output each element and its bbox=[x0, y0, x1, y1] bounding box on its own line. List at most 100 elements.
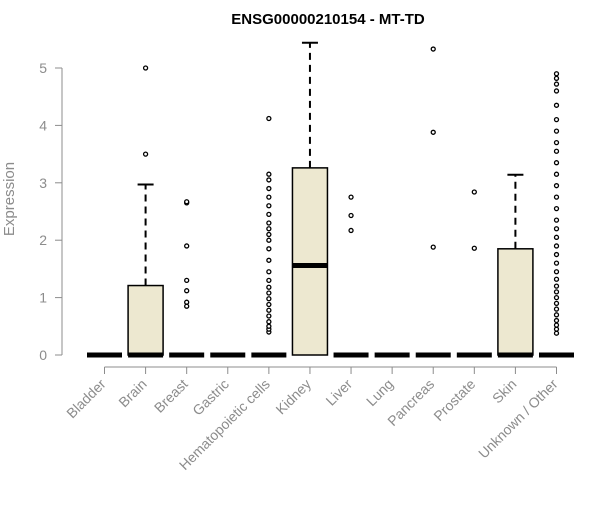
outlier-point bbox=[266, 177, 272, 183]
outlier-point bbox=[471, 189, 477, 195]
outlier-point bbox=[266, 313, 272, 319]
outlier-point bbox=[266, 319, 272, 325]
box-hematopoietic-cells bbox=[251, 115, 287, 358]
outlier-point bbox=[430, 244, 436, 250]
x-tick-label: Breast bbox=[151, 376, 191, 416]
outlier-point bbox=[553, 139, 560, 146]
x-tick-label: Brain bbox=[115, 376, 149, 410]
outlier-point bbox=[553, 71, 560, 77]
box-pancreas bbox=[415, 46, 451, 358]
outlier-point bbox=[266, 246, 272, 252]
outlier-point bbox=[266, 203, 272, 209]
outlier-point bbox=[184, 277, 190, 284]
box-brain bbox=[127, 65, 164, 358]
outlier-point bbox=[266, 237, 272, 243]
outlier-point bbox=[553, 128, 560, 134]
outlier-point bbox=[266, 115, 272, 122]
box-kidney bbox=[291, 41, 329, 356]
outlier-point bbox=[266, 257, 272, 263]
chart-title: ENSG00000210154 - MT-TD bbox=[231, 11, 425, 28]
outlier-point bbox=[266, 226, 272, 232]
outlier-point bbox=[553, 251, 560, 258]
x-tick-label: Lung bbox=[363, 376, 396, 409]
outlier-point bbox=[184, 243, 190, 249]
outlier-point bbox=[266, 231, 272, 238]
outlier-point bbox=[266, 296, 272, 302]
outlier-point bbox=[348, 212, 354, 219]
outlier-point bbox=[266, 277, 272, 284]
plot-area bbox=[87, 41, 574, 358]
outlier-point bbox=[553, 276, 560, 282]
x-tick-label: Prostate bbox=[430, 376, 478, 424]
box-skin bbox=[497, 173, 534, 358]
outlier-point bbox=[266, 284, 272, 290]
outlier-point bbox=[553, 102, 560, 108]
box-prostate bbox=[456, 189, 492, 358]
outlier-point bbox=[553, 300, 560, 306]
outlier-point bbox=[553, 160, 560, 166]
outlier-point bbox=[142, 65, 149, 71]
box-unknown-other bbox=[539, 71, 574, 358]
outlier-point bbox=[553, 148, 560, 154]
outlier-point bbox=[553, 294, 560, 301]
outlier-point bbox=[266, 269, 272, 275]
outlier-point bbox=[553, 171, 560, 177]
y-axis: 0 1 2 3 4 5 bbox=[39, 60, 63, 363]
outlier-point bbox=[553, 289, 560, 295]
outlier-point bbox=[266, 185, 272, 192]
outlier-point bbox=[266, 171, 272, 177]
outlier-point bbox=[184, 299, 190, 305]
y-axis-label: Expression bbox=[1, 162, 18, 236]
outlier-point bbox=[553, 226, 560, 232]
outlier-point bbox=[553, 283, 560, 289]
x-tick-label: Skin bbox=[489, 376, 520, 407]
box-rect bbox=[291, 167, 329, 356]
outlier-point bbox=[142, 151, 149, 157]
y-tick-label: 2 bbox=[39, 232, 47, 248]
outlier-point bbox=[553, 312, 560, 318]
outlier-point bbox=[266, 290, 272, 296]
outlier-point bbox=[266, 220, 272, 226]
box-breast bbox=[169, 199, 205, 358]
outlier-point bbox=[348, 227, 354, 234]
outlier-point bbox=[348, 194, 354, 200]
outlier-point bbox=[266, 211, 272, 218]
outlier-point bbox=[553, 117, 560, 123]
outlier-point bbox=[553, 81, 560, 87]
y-tick-label: 0 bbox=[39, 347, 47, 363]
y-tick-label: 4 bbox=[39, 117, 47, 133]
outlier-point bbox=[266, 323, 272, 329]
outlier-point bbox=[553, 88, 560, 94]
y-tick-label: 3 bbox=[39, 175, 47, 191]
outlier-point bbox=[266, 307, 272, 313]
x-tick-label: Kidney bbox=[272, 376, 314, 418]
box-rect bbox=[127, 284, 164, 356]
outlier-point bbox=[553, 269, 560, 275]
outlier-point bbox=[553, 234, 560, 240]
outlier-point bbox=[430, 129, 436, 135]
outlier-point bbox=[553, 260, 560, 266]
outlier-point bbox=[553, 205, 560, 212]
box-liver bbox=[333, 194, 369, 358]
outlier-point bbox=[266, 194, 272, 200]
outlier-point bbox=[184, 288, 190, 294]
x-tick-label: Liver bbox=[322, 376, 355, 409]
outlier-point bbox=[553, 217, 560, 223]
y-tick-label: 1 bbox=[39, 290, 47, 306]
outlier-point bbox=[553, 194, 560, 200]
outlier-point bbox=[184, 199, 190, 205]
outlier-point bbox=[553, 317, 560, 324]
box-rect bbox=[497, 248, 534, 356]
outlier-point bbox=[553, 306, 560, 312]
y-tick-label: 5 bbox=[39, 60, 47, 76]
outlier-point bbox=[553, 183, 560, 189]
x-tick-label: Bladder bbox=[63, 376, 109, 422]
outlier-point bbox=[553, 322, 560, 328]
outlier-point bbox=[471, 245, 477, 251]
outlier-point bbox=[266, 301, 272, 308]
outlier-point bbox=[553, 75, 560, 81]
outlier-point bbox=[430, 46, 436, 52]
